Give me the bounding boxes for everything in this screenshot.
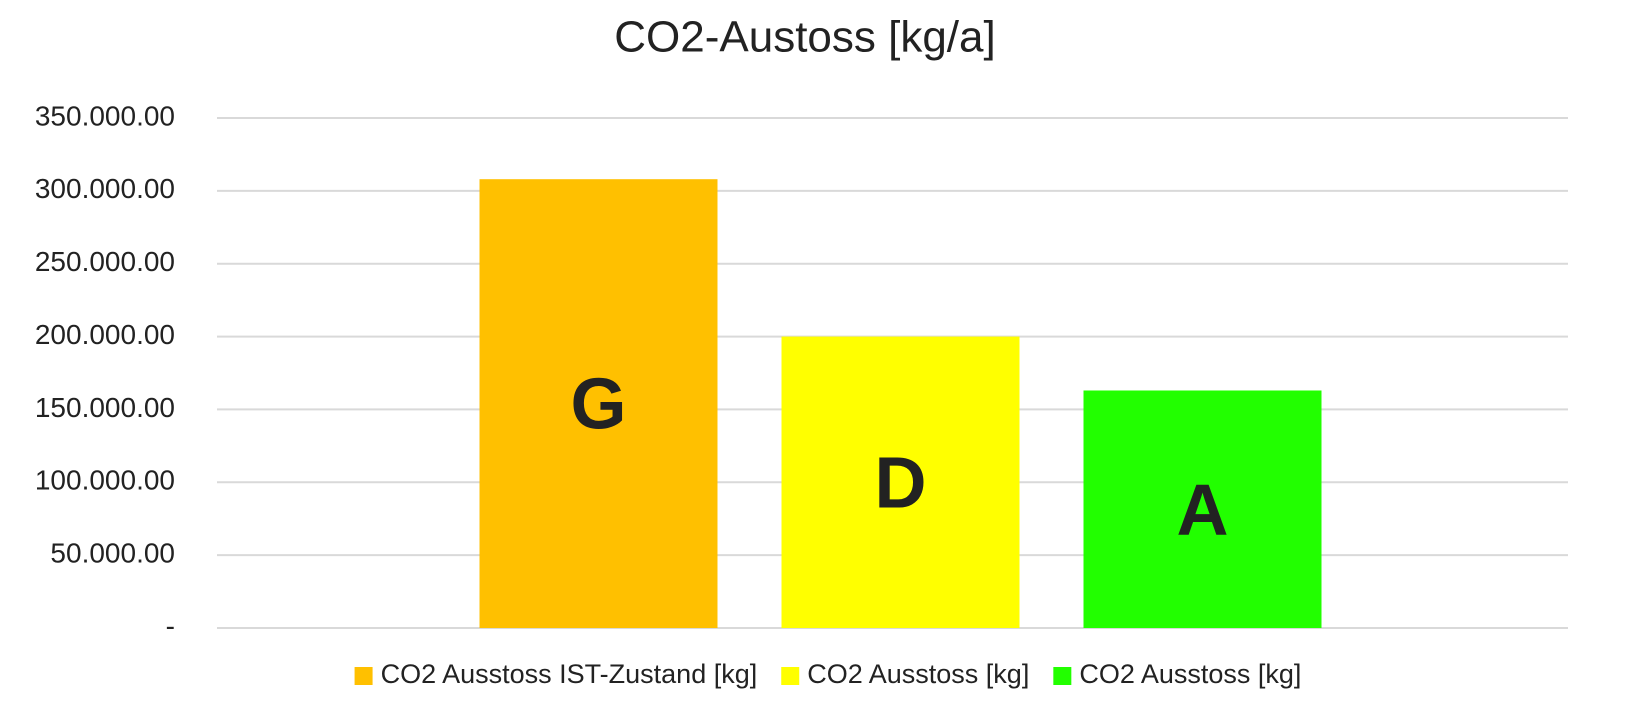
bar	[479, 179, 718, 628]
bar	[781, 336, 1020, 628]
legend: CO2 Ausstoss IST-Zustand [kg] CO2 Ausstos…	[354, 659, 1301, 689]
legend-label: CO2 Ausstoss [kg]	[1079, 659, 1301, 689]
legend-swatch	[354, 667, 373, 685]
bar-label: D	[875, 443, 927, 523]
y-tick-label: 50.000.00	[50, 538, 175, 569]
chart-title: CO2-Austoss [kg/a]	[614, 13, 995, 62]
y-tick-label: 300.000.00	[35, 173, 175, 204]
bar-label: A	[1177, 470, 1229, 550]
legend-label: CO2 Ausstoss IST-Zustand [kg]	[381, 659, 758, 689]
legend-swatch	[1053, 667, 1072, 685]
legend-swatch	[781, 667, 800, 685]
bar-label: G	[570, 365, 626, 445]
y-tick-label: 250.000.00	[35, 246, 175, 277]
y-tick-label: 150.000.00	[35, 392, 175, 423]
y-tick-label: 200.000.00	[35, 319, 175, 350]
y-tick-label: 350.000.00	[35, 100, 175, 131]
legend-label: CO2 Ausstoss [kg]	[807, 659, 1029, 689]
y-tick-label: 100.000.00	[35, 465, 175, 496]
bar	[1083, 390, 1322, 628]
y-tick-label: -	[166, 610, 175, 641]
